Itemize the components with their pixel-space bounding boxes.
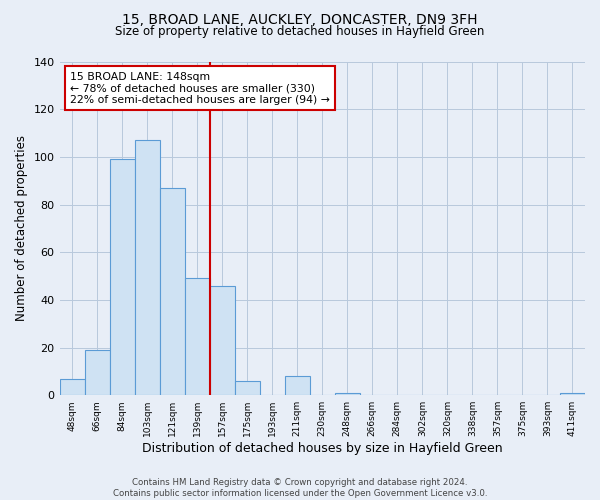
Text: Size of property relative to detached houses in Hayfield Green: Size of property relative to detached ho… (115, 25, 485, 38)
Bar (560, 393, 585, 395)
Bar (59, 378, 85, 395)
Text: Contains HM Land Registry data © Crown copyright and database right 2024.
Contai: Contains HM Land Registry data © Crown c… (113, 478, 487, 498)
Bar (110, 159, 134, 395)
Bar (285, 376, 310, 395)
Bar (335, 393, 360, 395)
Text: 15, BROAD LANE, AUCKLEY, DONCASTER, DN9 3FH: 15, BROAD LANE, AUCKLEY, DONCASTER, DN9 … (122, 12, 478, 26)
Text: 15 BROAD LANE: 148sqm
← 78% of detached houses are smaller (330)
22% of semi-det: 15 BROAD LANE: 148sqm ← 78% of detached … (70, 72, 330, 104)
Bar (185, 278, 209, 395)
Y-axis label: Number of detached properties: Number of detached properties (15, 136, 28, 322)
X-axis label: Distribution of detached houses by size in Hayfield Green: Distribution of detached houses by size … (142, 442, 503, 455)
Bar (134, 140, 160, 395)
Bar (235, 381, 260, 395)
Bar (209, 286, 235, 395)
Bar (85, 350, 110, 395)
Bar (160, 188, 185, 395)
